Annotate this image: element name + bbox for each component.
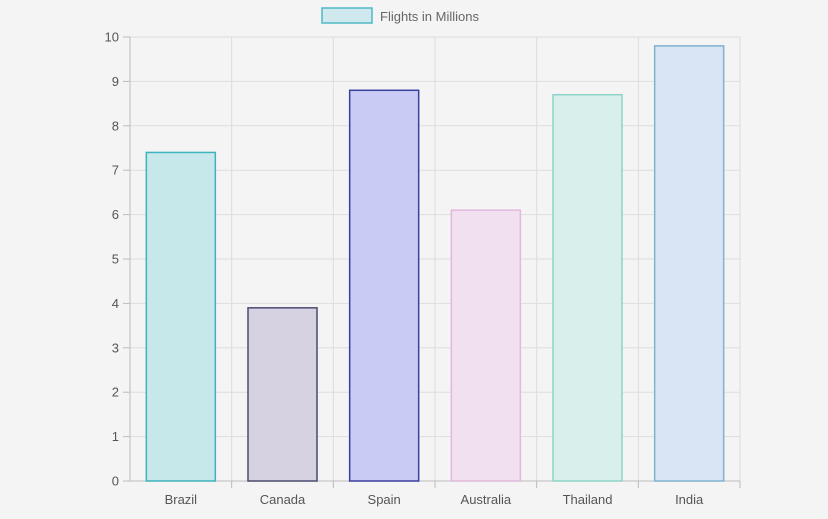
y-tick-label: 0	[112, 474, 119, 489]
y-tick-label: 1	[112, 429, 119, 444]
y-tick-label: 4	[112, 296, 119, 311]
y-tick-labels: 0 1 2 3 4 5 6 7 8 9 10	[105, 30, 119, 489]
y-tick-label: 8	[112, 118, 119, 133]
y-tick-label: 7	[112, 163, 119, 178]
axes	[123, 36, 741, 488]
bar-spain[interactable]	[348, 89, 420, 482]
bar-canada[interactable]	[247, 307, 318, 482]
legend[interactable]: Flights in Millions	[321, 7, 479, 24]
x-tick-label-australia: Australia	[461, 492, 512, 507]
bar-india[interactable]	[653, 45, 725, 482]
x-tick-labels: Brazil Canada Spain Australia Thailand India	[165, 492, 704, 507]
x-tick-label-thailand: Thailand	[563, 492, 613, 507]
x-tick-label-india: India	[675, 492, 704, 507]
legend-swatch[interactable]	[321, 7, 373, 24]
y-tick-label: 5	[112, 252, 119, 267]
y-tick-label: 3	[112, 340, 119, 355]
x-tick-label-canada: Canada	[260, 492, 306, 507]
x-tick-label-brazil: Brazil	[165, 492, 198, 507]
y-tick-label: 6	[112, 207, 119, 222]
bar-australia[interactable]	[450, 209, 522, 482]
x-tick-label-spain: Spain	[368, 492, 401, 507]
bars	[145, 45, 725, 482]
y-tick-label: 2	[112, 385, 119, 400]
y-tick-label: 9	[112, 74, 119, 89]
bar-thailand[interactable]	[552, 93, 623, 482]
bar-brazil[interactable]	[145, 151, 217, 482]
legend-label: Flights in Millions	[380, 9, 479, 24]
y-tick-label: 10	[105, 30, 119, 45]
grid-lines	[129, 36, 741, 482]
